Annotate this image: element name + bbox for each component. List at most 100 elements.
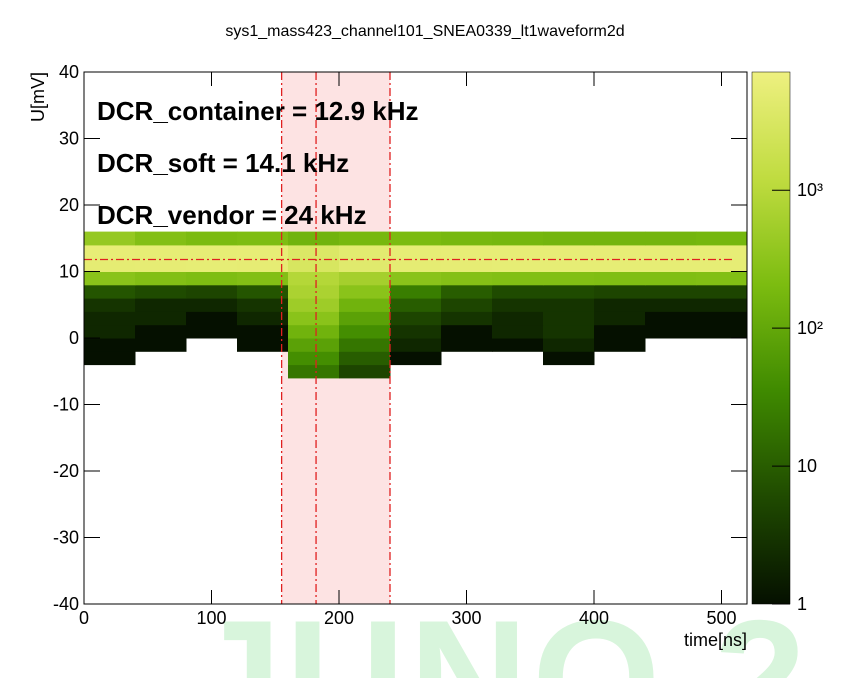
annotation: DCR_container = 12.9 kHz (97, 96, 419, 126)
x-tick-label: 400 (579, 608, 609, 628)
heat-cell (237, 311, 289, 326)
heat-cell (339, 284, 391, 299)
colorbar-tick-label: 10² (797, 318, 823, 338)
heat-cell (390, 298, 442, 312)
colorbar-tick-label: 10 (797, 456, 817, 476)
heat-cell (186, 244, 238, 259)
x-tick-label: 300 (451, 608, 481, 628)
colorbar (751, 71, 791, 605)
chart-title: sys1_mass423_channel101_SNEA0339_lt1wave… (225, 23, 624, 40)
heat-cell (594, 338, 646, 352)
heat-cell (543, 298, 595, 312)
heat-cell (237, 338, 289, 352)
heat-cell (288, 244, 340, 259)
heat-cell (441, 231, 493, 246)
heat-cell (186, 271, 238, 286)
heat-cell (237, 244, 289, 259)
x-axis-label: time[ns] (684, 630, 747, 650)
annotation: DCR_vendor = 24 kHz (97, 200, 366, 230)
heat-cell (84, 258, 136, 272)
heat-cell (645, 271, 697, 286)
heat-cell (390, 244, 442, 259)
heat-cell (237, 271, 289, 286)
y-tick-label: -40 (53, 594, 79, 614)
heat-cell (390, 271, 442, 286)
heat-cell (288, 311, 340, 326)
heat-cell (339, 298, 391, 312)
heat-cell (696, 284, 748, 299)
heat-cell (288, 298, 340, 312)
y-tick-label: -30 (53, 528, 79, 548)
y-tick-label: 10 (59, 262, 79, 282)
heat-cell (594, 271, 646, 286)
heat-cell (186, 324, 238, 339)
heat-cell (696, 271, 748, 286)
heat-cell (135, 231, 187, 246)
heat-cell (237, 324, 289, 339)
heat-cell (186, 311, 238, 326)
heat-cell (186, 258, 238, 272)
heat-cell (696, 298, 748, 312)
heat-cell (492, 338, 544, 352)
y-tick-label: 0 (69, 328, 79, 348)
heat-cell (543, 338, 595, 352)
heat-cell (645, 258, 697, 272)
heat-cell (390, 284, 442, 299)
x-tick-label: 0 (79, 608, 89, 628)
heat-cell (441, 324, 493, 339)
heat-cell (186, 231, 238, 246)
heat-cell (390, 258, 442, 272)
heat-cell (390, 231, 442, 246)
heat-cell (186, 298, 238, 312)
heat-cell (84, 351, 136, 366)
heat-cell (390, 351, 442, 366)
heat-cell (441, 244, 493, 259)
y-axis-label: U[mV] (28, 72, 48, 122)
heat-cell (84, 298, 136, 312)
heat-cell (288, 364, 340, 379)
heat-cell (84, 244, 136, 259)
heat-cell (135, 284, 187, 299)
y-tick-label: 20 (59, 195, 79, 215)
heat-cell (594, 311, 646, 326)
heat-cell (543, 311, 595, 326)
heat-cell (186, 284, 238, 299)
heat-cell (492, 284, 544, 299)
heat-cell (696, 244, 748, 259)
heat-cell (339, 271, 391, 286)
y-tick-label: -20 (53, 461, 79, 481)
heat-cell (492, 311, 544, 326)
heat-cell (594, 298, 646, 312)
x-tick-label: 100 (196, 608, 226, 628)
heat-cell (390, 311, 442, 326)
heat-cell (288, 351, 340, 366)
heat-cell (135, 298, 187, 312)
y-tick-label: 40 (59, 62, 79, 82)
heat-cell (645, 244, 697, 259)
heat-cell (492, 231, 544, 246)
heat-cell (492, 271, 544, 286)
x-tick-label: 200 (324, 608, 354, 628)
heat-cell (339, 364, 391, 379)
heat-cell (135, 338, 187, 352)
heat-cell (84, 231, 136, 246)
heat-cell (288, 324, 340, 339)
heat-cell (441, 258, 493, 272)
colorbar-tick-label: 10³ (797, 180, 823, 200)
heat-cell (84, 271, 136, 286)
heat-cell (135, 244, 187, 259)
heat-cell (696, 258, 748, 272)
heat-cell (288, 338, 340, 352)
heat-cell (645, 324, 697, 339)
heat-cell (543, 271, 595, 286)
heat-cell (135, 271, 187, 286)
heat-cell (441, 271, 493, 286)
heat-cell (594, 258, 646, 272)
heat-cell (441, 298, 493, 312)
heat-cell (492, 258, 544, 272)
heat-cell (339, 351, 391, 366)
heat-cell (339, 338, 391, 352)
heat-cell (135, 258, 187, 272)
heat-cell (237, 258, 289, 272)
heat-cell (543, 351, 595, 366)
